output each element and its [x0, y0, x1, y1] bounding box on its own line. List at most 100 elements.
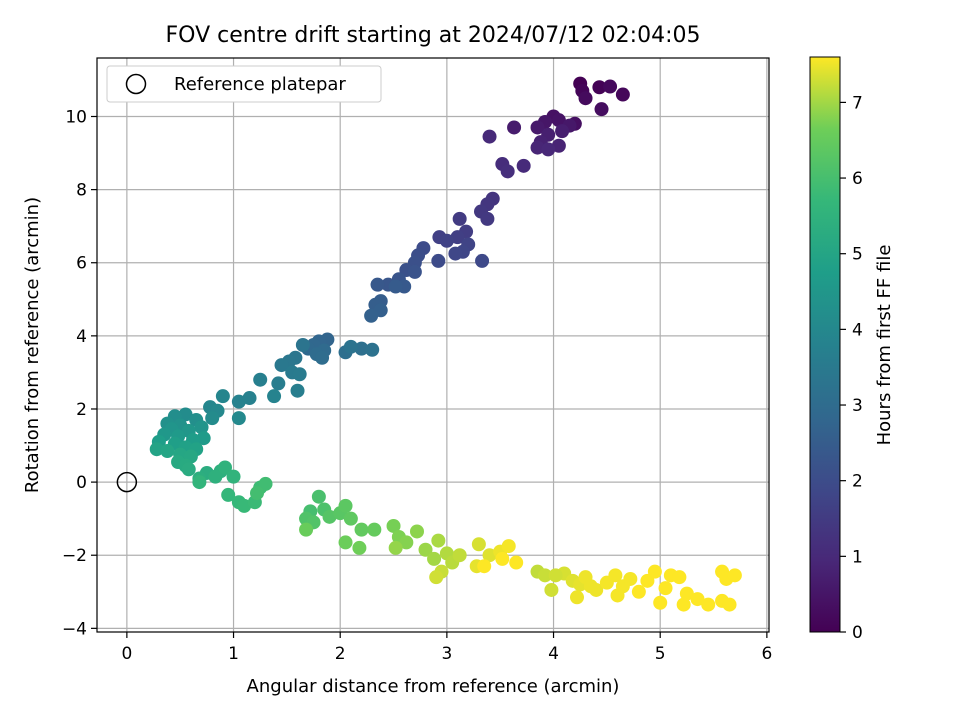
data-point: [728, 568, 742, 582]
x-tick-label: 3: [441, 644, 452, 664]
data-point: [723, 598, 737, 612]
legend: Reference platepar: [107, 66, 381, 102]
data-point: [232, 395, 246, 409]
data-point: [632, 585, 646, 599]
x-tick-label: 1: [228, 644, 239, 664]
colorbar-tick-label: 1: [852, 547, 863, 567]
data-point: [541, 142, 555, 156]
data-point: [431, 534, 445, 548]
data-point: [653, 596, 667, 610]
x-tick-label: 6: [761, 644, 772, 664]
data-point: [579, 91, 593, 105]
grid-lines: [97, 58, 769, 632]
data-point: [339, 499, 353, 513]
y-tick-label: 10: [65, 107, 87, 127]
data-point: [299, 523, 313, 537]
data-point: [616, 88, 630, 102]
colorbar: 0 1 2 3 4 5 6 7 Hours from first FF file: [810, 57, 895, 643]
data-point: [389, 280, 403, 294]
x-tick-label: 5: [655, 644, 666, 664]
data-point: [659, 581, 673, 595]
data-point: [475, 254, 489, 268]
data-point: [253, 373, 267, 387]
data-point: [431, 254, 445, 268]
x-tick-label: 2: [335, 644, 346, 664]
data-point: [216, 389, 230, 403]
data-point: [389, 541, 403, 555]
colorbar-tick-label: 7: [852, 93, 863, 113]
data-point: [509, 556, 523, 570]
y-tick-label: 6: [76, 254, 87, 274]
data-point: [365, 343, 379, 357]
data-point: [584, 579, 598, 593]
colorbar-tick-label: 3: [852, 396, 863, 416]
data-point: [570, 590, 584, 604]
data-point: [344, 512, 358, 526]
y-tick-label: 8: [76, 181, 87, 201]
chart-title: FOV centre drift starting at 2024/07/12 …: [166, 23, 701, 48]
data-point: [595, 102, 609, 116]
data-point: [477, 559, 491, 573]
colorbar-tick-label: 2: [852, 472, 863, 492]
data-point: [367, 523, 381, 537]
y-tick-label: 2: [76, 400, 87, 420]
y-axis-label: Rotation from reference (arcmin): [22, 197, 43, 493]
y-axis-ticks: −4−20246810: [62, 107, 97, 639]
data-point: [296, 338, 310, 352]
data-point: [410, 524, 424, 538]
data-point: [339, 535, 353, 549]
data-point: [250, 486, 264, 500]
data-point: [517, 159, 531, 173]
data-point: [677, 598, 691, 612]
data-point: [293, 367, 307, 381]
data-point: [227, 470, 241, 484]
colorbar-tick-label: 5: [852, 245, 863, 265]
data-point: [495, 552, 509, 566]
colorbar-gradient: [810, 57, 840, 632]
data-point: [182, 462, 196, 476]
x-tick-label: 0: [121, 644, 132, 664]
y-tick-label: 4: [76, 327, 87, 347]
data-point: [355, 523, 369, 537]
data-point: [501, 164, 515, 178]
data-point: [364, 309, 378, 323]
data-point: [448, 247, 462, 261]
data-point: [555, 124, 569, 138]
y-tick-label: −4: [62, 619, 87, 639]
data-point: [483, 130, 497, 144]
data-point: [312, 490, 326, 504]
colorbar-tick-label: 4: [852, 320, 863, 340]
data-point: [672, 570, 686, 584]
data-point: [440, 234, 454, 248]
colorbar-label: Hours from first FF file: [874, 245, 895, 446]
data-point: [160, 444, 174, 458]
legend-reference-label: Reference platepar: [174, 74, 346, 95]
data-point: [453, 548, 467, 562]
x-axis-ticks: 0 1 2 3 4 5 6: [121, 632, 772, 664]
x-tick-label: 4: [548, 644, 559, 664]
colorbar-tick-label: 6: [852, 169, 863, 189]
data-point: [507, 120, 521, 134]
data-point: [549, 568, 563, 582]
data-point: [205, 411, 219, 425]
scatter-points: [117, 77, 742, 612]
data-point: [502, 539, 516, 553]
y-tick-label: −2: [62, 546, 87, 566]
data-point: [271, 376, 285, 390]
plot-frame: [97, 58, 769, 632]
colorbar-ticks: 0 1 2 3 4 5 6 7: [840, 93, 863, 643]
data-point: [427, 552, 441, 566]
data-point: [611, 588, 625, 602]
data-point: [701, 598, 715, 612]
data-point: [453, 212, 467, 226]
data-point: [544, 583, 558, 597]
data-point: [344, 340, 358, 354]
data-point: [408, 265, 422, 279]
data-point: [291, 384, 305, 398]
data-point: [480, 212, 494, 226]
data-point: [352, 541, 366, 555]
data-point: [429, 570, 443, 584]
data-point: [192, 475, 206, 489]
data-point: [603, 80, 617, 94]
